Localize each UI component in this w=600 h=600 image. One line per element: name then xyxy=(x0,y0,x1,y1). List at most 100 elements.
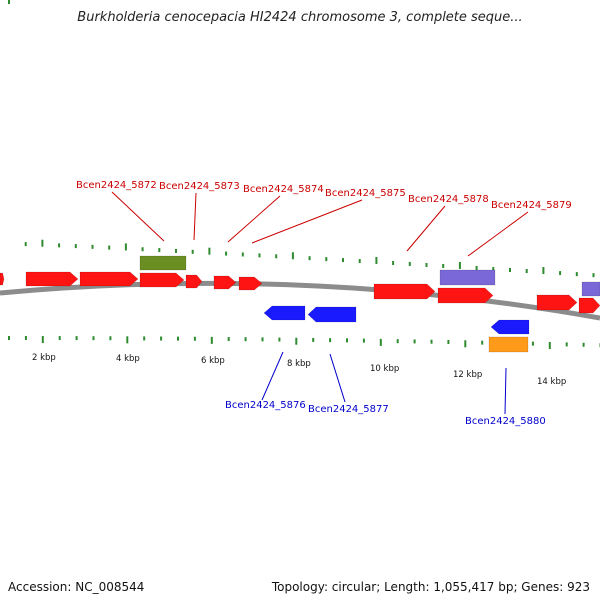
bottom-tick xyxy=(278,337,281,342)
bottom-tick xyxy=(447,340,450,345)
bottom-tick xyxy=(41,336,44,344)
bottom-tick xyxy=(565,342,568,347)
gene-label-5: Bcen2424_5879 xyxy=(491,200,572,211)
top-tick xyxy=(375,257,378,265)
bottom-tick xyxy=(531,341,534,346)
top-tick xyxy=(175,248,177,253)
bottom-tick xyxy=(295,337,298,345)
forward-gene xyxy=(437,287,494,304)
bottom-tick xyxy=(227,337,230,342)
top-tick xyxy=(358,259,361,264)
top-tick xyxy=(191,249,194,254)
top-tick xyxy=(141,247,144,252)
top-tick xyxy=(158,248,161,253)
chromosome-backbone xyxy=(0,280,600,321)
scale-label: 10 kbp xyxy=(370,364,399,374)
forward-gene xyxy=(213,275,237,290)
callout-line xyxy=(261,351,284,401)
map-title: Burkholderia cenocepacia HI2424 chromoso… xyxy=(77,10,523,25)
top-tick xyxy=(308,256,311,261)
callout-line xyxy=(227,195,281,243)
forward-gene xyxy=(185,274,203,289)
top-tick xyxy=(225,251,228,256)
top-tick xyxy=(58,243,61,248)
scale-label: 14 kbp xyxy=(537,377,566,387)
forward-gene xyxy=(238,276,263,291)
bottom-tick xyxy=(379,338,382,346)
top-tick xyxy=(342,258,344,263)
top-tick xyxy=(542,267,545,275)
callout-line xyxy=(467,211,529,257)
bottom-tick xyxy=(362,338,365,343)
gene-label-rev-2: Bcen2424_5880 xyxy=(465,416,546,427)
bottom-tick xyxy=(413,339,416,344)
bottom-tick xyxy=(464,340,467,348)
gene-label-0: Bcen2424_5872 xyxy=(76,180,157,191)
gene-label-4: Bcen2424_5878 xyxy=(408,194,489,205)
top-tick xyxy=(575,272,578,277)
reverse-gene xyxy=(307,306,357,323)
top-tick xyxy=(24,242,27,247)
bottom-tick xyxy=(143,336,146,341)
forward-gene xyxy=(0,272,5,286)
callout-line xyxy=(111,191,165,242)
bottom-tick xyxy=(312,337,315,342)
bottom-tick xyxy=(396,339,399,344)
reverse-gene xyxy=(263,305,306,321)
forward-gene xyxy=(578,297,600,314)
top-tick xyxy=(408,261,411,266)
top-tick xyxy=(108,245,111,250)
scale-label: 12 kbp xyxy=(453,370,482,380)
top-tick xyxy=(208,247,211,255)
gene-features xyxy=(0,255,600,353)
purple-feature xyxy=(439,269,496,286)
forward-gene xyxy=(79,271,139,287)
bottom-tick xyxy=(430,339,433,344)
reverse-gene xyxy=(490,319,530,335)
bottom-tick xyxy=(75,336,78,341)
bottom-tick xyxy=(24,336,27,341)
top-tick xyxy=(492,266,495,271)
gene-label-1: Bcen2424_5873 xyxy=(159,181,240,192)
top-tick xyxy=(525,269,528,274)
bottom-tick xyxy=(244,337,247,342)
top-tick xyxy=(475,265,478,270)
top-tick xyxy=(458,261,461,269)
forward-gene xyxy=(536,294,578,311)
label-callout-lines xyxy=(111,191,529,415)
bottom-tick xyxy=(126,336,129,344)
top-tick xyxy=(559,271,562,276)
bottom-tick xyxy=(481,340,484,345)
top-tick xyxy=(74,244,77,249)
top-tick xyxy=(241,252,244,257)
top-tick xyxy=(442,263,445,268)
gene-label-3: Bcen2424_5875 xyxy=(325,188,406,199)
callout-line xyxy=(406,205,446,252)
scale-label: 6 kbp xyxy=(201,356,225,366)
bottom-tick xyxy=(109,336,112,341)
bottom-tick xyxy=(177,336,179,341)
orange-feature xyxy=(488,336,529,353)
bottom-tick xyxy=(210,336,213,344)
callout-line xyxy=(504,367,507,415)
top-tick-marks xyxy=(8,0,595,278)
top-tick xyxy=(425,262,428,267)
top-tick xyxy=(41,239,44,247)
scale-label: 4 kbp xyxy=(116,354,140,364)
scale-labels: 2 kbp 4 kbp 6 kbp 8 kbp 10 kbp 12 kbp 14 kbp xyxy=(32,353,566,387)
top-tick xyxy=(509,267,511,272)
top-tick xyxy=(124,243,127,251)
gene-label-rev-0: Bcen2424_5876 xyxy=(225,400,306,411)
top-tick xyxy=(8,0,10,4)
callout-line xyxy=(251,199,363,244)
top-tick xyxy=(91,244,94,249)
top-tick xyxy=(275,254,278,259)
bottom-tick xyxy=(193,336,196,341)
callout-line xyxy=(329,353,346,403)
bottom-tick xyxy=(346,338,348,343)
bottom-tick xyxy=(92,336,95,341)
green-feature xyxy=(139,255,187,271)
callout-line xyxy=(193,192,197,241)
bottom-tick xyxy=(261,337,264,342)
bottom-tick xyxy=(8,336,10,341)
